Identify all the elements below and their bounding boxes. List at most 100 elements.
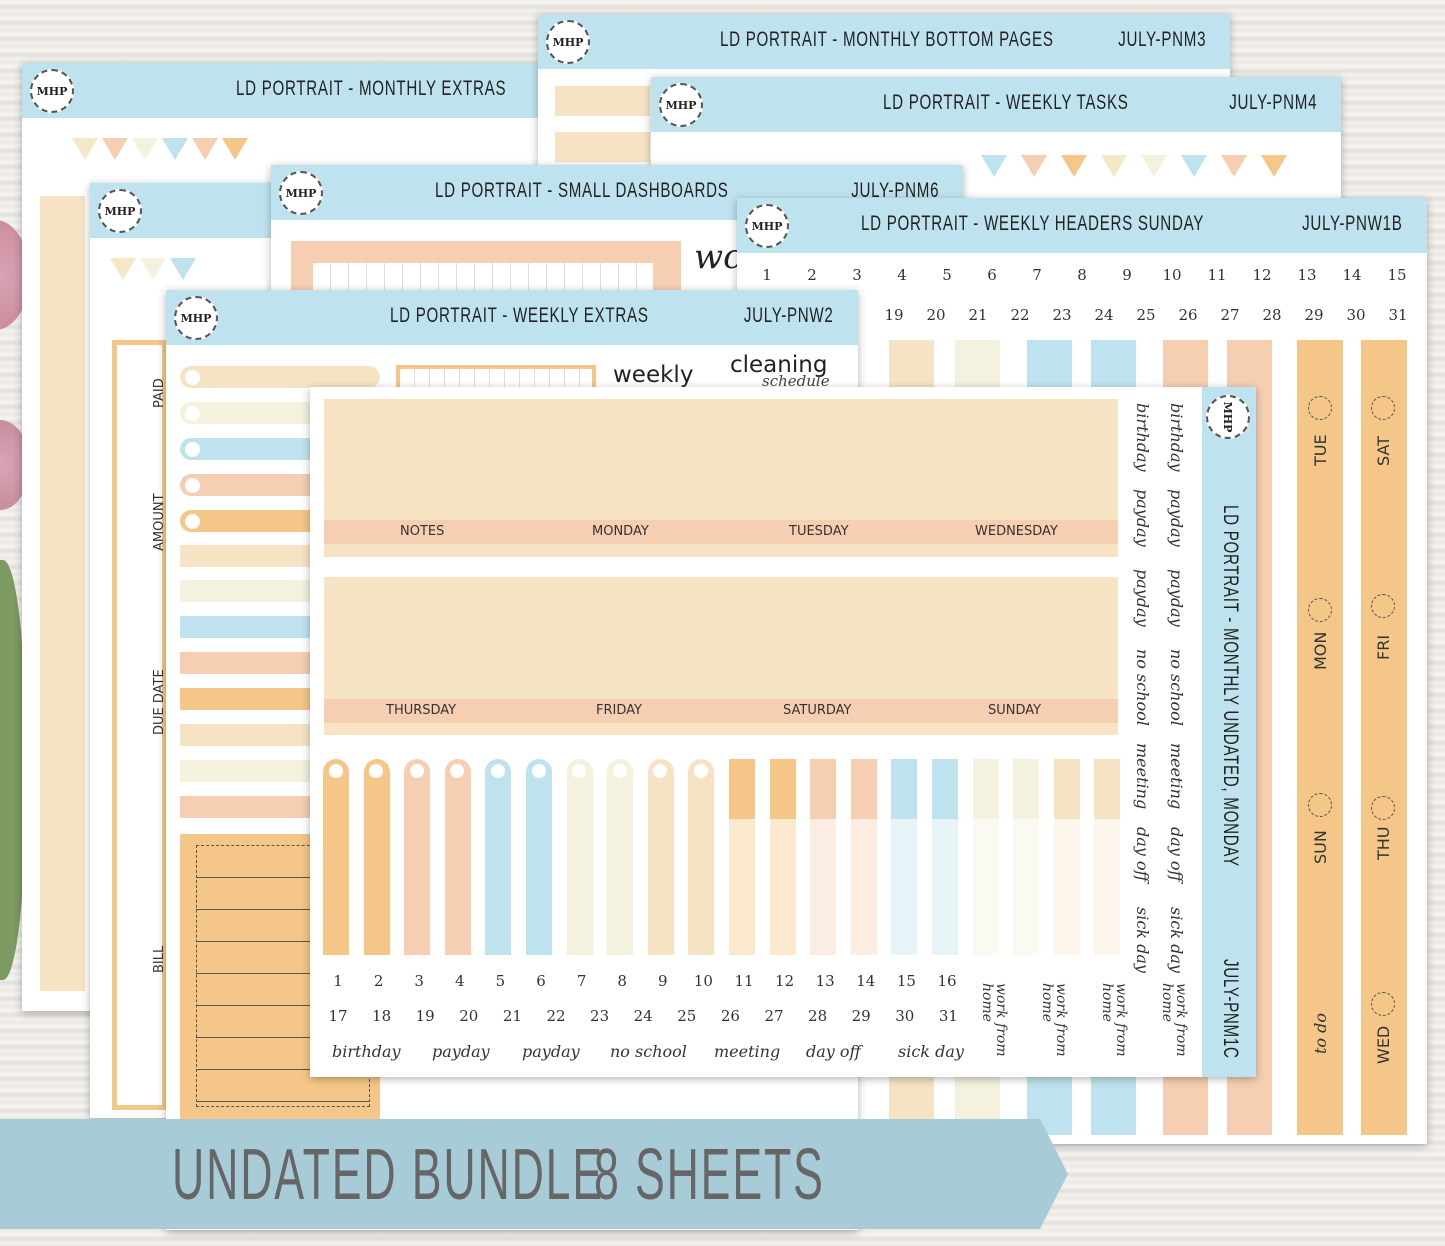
washi-strip-bottom xyxy=(1094,819,1121,955)
date-number: 21 xyxy=(502,1007,522,1025)
date-number: 22 xyxy=(1010,306,1030,324)
date-number: 15 xyxy=(896,972,916,990)
paid-label: PAID xyxy=(152,378,167,408)
date-number: 13 xyxy=(1297,266,1317,284)
washi-strip xyxy=(607,759,634,955)
washi-strip-bottom xyxy=(972,819,999,955)
sheet-monthly-undated: MHP LD PORTRAIT - MONTHLY UNDATED, MONDA… xyxy=(310,387,1256,1077)
date-number: 4 xyxy=(455,972,465,990)
pill xyxy=(180,366,380,388)
date-number: 19 xyxy=(415,1007,435,1025)
mhp-logo: MHP xyxy=(659,83,703,127)
date-number: 1 xyxy=(333,972,343,990)
date-number: 25 xyxy=(677,1007,697,1025)
washi-strip-bottom xyxy=(850,819,877,955)
strip-dot xyxy=(328,764,343,778)
date-number: 6 xyxy=(536,972,546,990)
date-number: 25 xyxy=(1136,306,1156,324)
date-number: 28 xyxy=(808,1007,828,1025)
word-label: payday xyxy=(432,1042,490,1061)
washi-strip-top xyxy=(1013,759,1040,819)
day-label-mon: MON xyxy=(1311,631,1330,670)
washi-strip-bottom xyxy=(1013,819,1040,955)
pill-dot xyxy=(185,478,200,493)
date-number: 5 xyxy=(495,972,506,990)
date-number: 7 xyxy=(576,972,587,990)
strip-dot xyxy=(490,764,505,778)
side-header xyxy=(1202,387,1256,1077)
washi-strip xyxy=(323,759,349,955)
date-number: 15 xyxy=(1387,266,1407,284)
date-number: 9 xyxy=(658,972,668,990)
footer-sheets-text: 8 SHEETS xyxy=(594,1135,825,1215)
bill-frame xyxy=(112,340,167,1110)
date-number: 12 xyxy=(775,972,795,990)
schedule-text: schedule xyxy=(762,372,830,390)
washi-strip-bottom xyxy=(1053,819,1080,955)
cleaning-text: cleaning xyxy=(730,352,828,378)
vertical-word: sick day xyxy=(1167,907,1186,973)
vertical-word: payday xyxy=(1133,489,1152,547)
date-number: 10 xyxy=(1162,266,1182,284)
washi-strip-bottom xyxy=(729,819,755,955)
strip-dot xyxy=(369,764,384,778)
check-circle xyxy=(1371,396,1395,420)
sheet-title: LD PORTRAIT - WEEKLY EXTRAS xyxy=(390,304,649,327)
mhp-logo: MHP xyxy=(98,189,142,233)
date-number: 10 xyxy=(693,972,713,990)
check-circle xyxy=(1371,796,1395,820)
date-number: 4 xyxy=(897,266,907,284)
vertical-word: payday xyxy=(1167,489,1186,547)
washi-strip-top xyxy=(850,759,877,819)
date-number: 18 xyxy=(372,1007,392,1025)
washi-strip-top xyxy=(932,759,958,819)
bunting xyxy=(72,138,552,168)
strip-dot xyxy=(653,764,668,778)
washi-strip xyxy=(404,759,431,955)
check-circle xyxy=(1371,594,1395,618)
pill-dot xyxy=(185,406,200,421)
washi-strip-bottom xyxy=(769,819,796,955)
date-number: 31 xyxy=(938,1007,958,1025)
footer-banner xyxy=(0,1119,1040,1229)
washi-strip xyxy=(444,759,471,955)
word-label: payday xyxy=(522,1042,580,1061)
mhp-logo: MHP xyxy=(279,171,323,215)
strip-dot xyxy=(450,764,465,778)
date-number: 27 xyxy=(764,1007,784,1025)
check-circle xyxy=(1371,992,1395,1016)
date-number: 6 xyxy=(987,266,997,284)
day-strip xyxy=(1297,340,1343,1135)
pill-dot xyxy=(185,370,200,385)
date-number: 11 xyxy=(734,972,754,990)
vertical-word: no school xyxy=(1167,649,1186,726)
sheet-title: LD PORTRAIT - WEEKLY HEADERS SUNDAY xyxy=(861,212,1205,235)
sheet-header xyxy=(651,77,1341,132)
word-label: no school xyxy=(610,1042,687,1061)
sheet-title: LD PORTRAIT - MONTHLY UNDATED, MONDAY xyxy=(1219,505,1242,867)
date-number: 5 xyxy=(942,266,952,284)
date-number: 17 xyxy=(328,1007,348,1025)
sheet-header xyxy=(737,198,1427,253)
washi-strip xyxy=(363,759,390,955)
date-number: 20 xyxy=(459,1007,479,1025)
date-number: 26 xyxy=(720,1007,740,1025)
work-from-home-label: work from home xyxy=(1099,983,1129,1057)
date-number: 27 xyxy=(1220,306,1240,324)
date-number: 31 xyxy=(1388,306,1408,324)
date-number: 11 xyxy=(1207,266,1227,284)
strip-dot xyxy=(409,764,424,778)
due-date-label: DUE DATE xyxy=(152,669,167,735)
check-circle xyxy=(1308,793,1332,817)
date-number: 9 xyxy=(1122,266,1132,284)
day-label-sat: SAT xyxy=(1374,436,1393,466)
date-number: 24 xyxy=(1094,306,1114,324)
to-do-label: to do xyxy=(1311,1012,1330,1054)
date-number: 8 xyxy=(1077,266,1087,284)
washi-strip-bottom xyxy=(891,819,918,955)
vertical-word: sick day xyxy=(1133,907,1152,973)
date-number: 23 xyxy=(590,1007,610,1025)
notes-header: NOTES xyxy=(400,524,445,539)
washi-strip xyxy=(485,759,512,955)
day-label-thu: THU xyxy=(1374,826,1393,860)
